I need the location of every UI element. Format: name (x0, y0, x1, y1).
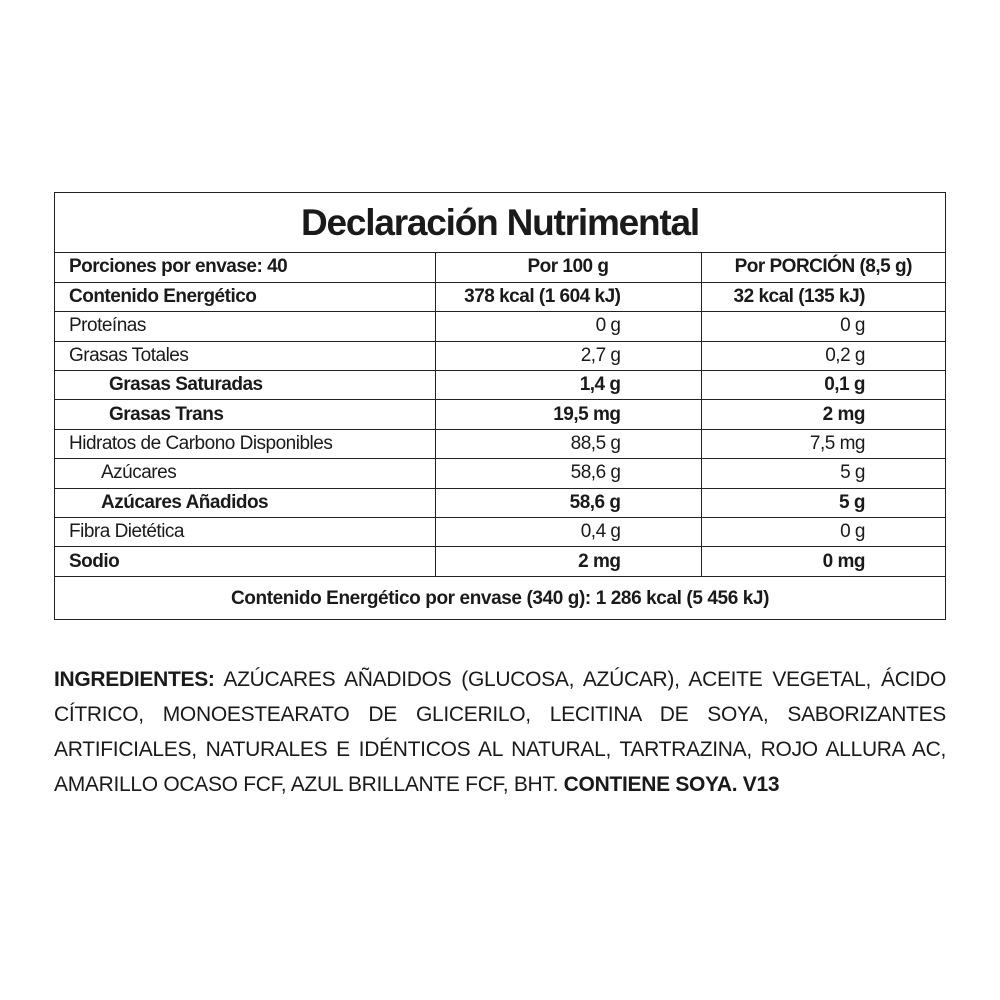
row-label: Proteínas (55, 311, 436, 342)
value-per-portion: 7,5 mg (701, 429, 945, 460)
table-row: Proteínas 0 g 0 g (55, 311, 945, 342)
value-per-100g: 19,5 mg (435, 399, 702, 430)
table-title: Declaración Nutrimental (55, 193, 945, 253)
table-row: Fibra Dietética 0,4 g 0 g (55, 517, 945, 548)
ingredients-heading: INGREDIENTES: (54, 668, 215, 691)
row-label: Grasas Totales (55, 341, 436, 372)
servings-per-container: Porciones por envase: 40 (55, 253, 436, 283)
ingredients-text: ARTIFICIALES, NATURALES E IDÉNTICOS AL N… (54, 738, 946, 761)
ingredients-text: AMARILLO OCASO FCF, AZUL BRILLANTE FCF, … (54, 773, 564, 796)
table-row: Contenido Energético 378 kcal (1 604 kJ)… (55, 282, 945, 313)
row-label: Grasas Saturadas (55, 370, 436, 401)
ingredients-list: INGREDIENTES: AZÚCARES AÑADIDOS (GLUCOSA… (54, 662, 946, 802)
nutrition-grid: Porciones por envase: 40 Por 100 g Por P… (55, 253, 945, 577)
value-per-portion: 0,1 g (701, 370, 945, 401)
value-per-100g: 0 g (435, 311, 702, 342)
value-per-portion: 5 g (701, 488, 945, 519)
value-per-portion: 5 g (701, 458, 945, 489)
value-per-100g: 2,7 g (435, 341, 702, 372)
table-row: Hidratos de Carbono Disponibles 88,5 g 7… (55, 429, 945, 460)
header-row: Porciones por envase: 40 Por 100 g Por P… (55, 253, 945, 283)
value-per-100g: 2 mg (435, 546, 702, 577)
value-per-100g: 58,6 g (435, 458, 702, 489)
value-per-portion: 2 mg (701, 399, 945, 430)
row-label: Contenido Energético (55, 282, 436, 313)
row-label: Sodio (55, 546, 436, 577)
table-row: Grasas Totales 2,7 g 0,2 g (55, 341, 945, 372)
value-per-portion: 0 mg (701, 546, 945, 577)
column-header-per-portion: Por PORCIÓN (8,5 g) (701, 253, 945, 283)
ingredients-text: CÍTRICO, MONOESTEARATO DE GLICERILO, LEC… (54, 703, 946, 726)
row-label: Azúcares (55, 458, 436, 489)
table-row: Grasas Saturadas 1,4 g 0,1 g (55, 370, 945, 401)
table-row: Azúcares 58,6 g 5 g (55, 458, 945, 489)
value-per-portion: 0 g (701, 311, 945, 342)
allergen-statement: CONTIENE SOYA. V13 (563, 773, 780, 796)
row-label: Hidratos de Carbono Disponibles (55, 429, 436, 460)
value-per-100g: 88,5 g (435, 429, 702, 460)
value-per-portion: 0 g (701, 517, 945, 548)
row-label: Azúcares Añadidos (55, 488, 436, 519)
value-per-100g: 0,4 g (435, 517, 702, 548)
value-per-100g: 58,6 g (435, 488, 702, 519)
row-label: Fibra Dietética (55, 517, 436, 548)
table-row: Azúcares Añadidos 58,6 g 5 g (55, 488, 945, 519)
table-row: Grasas Trans 19,5 mg 2 mg (55, 399, 945, 430)
column-header-per-100g: Por 100 g (435, 253, 702, 283)
nutrition-facts-table: Declaración Nutrimental Porciones por en… (54, 192, 946, 620)
value-per-100g: 1,4 g (435, 370, 702, 401)
ingredients-text: AZÚCARES AÑADIDOS (GLUCOSA, AZÚCAR), ACE… (214, 668, 946, 691)
value-per-100g: 378 kcal (1 604 kJ) (435, 282, 702, 313)
table-row: Sodio 2 mg 0 mg (55, 546, 945, 577)
energy-per-container: Contenido Energético por envase (340 g):… (230, 587, 770, 609)
row-label: Grasas Trans (55, 399, 436, 430)
value-per-portion: 32 kcal (135 kJ) (701, 282, 945, 313)
value-per-portion: 0,2 g (701, 341, 945, 372)
